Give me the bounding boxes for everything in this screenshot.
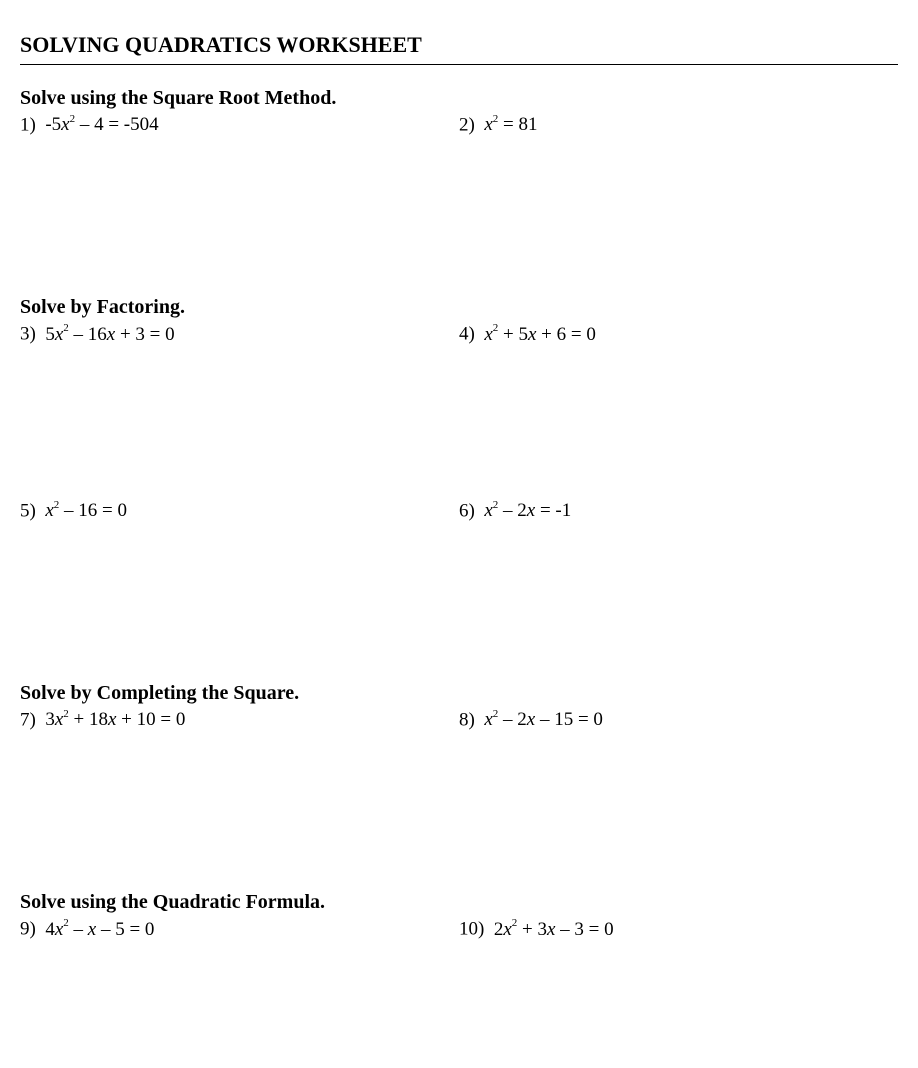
eq-part: – 2 — [498, 500, 527, 521]
eq-var: x — [55, 709, 63, 730]
eq-part: = 81 — [498, 114, 537, 135]
eq-part: + 3 = 0 — [115, 324, 174, 345]
eq-part: – 3 = 0 — [555, 919, 613, 940]
eq-var: x — [527, 500, 535, 521]
section-heading: Solve by Factoring. — [20, 296, 898, 319]
problem-8: 8) x2 – 2x – 15 = 0 — [459, 709, 898, 731]
eq-part: – 15 = 0 — [535, 709, 603, 730]
eq-var: x — [484, 324, 492, 345]
eq-part: + 5 — [498, 324, 528, 345]
eq-exp: 2 — [493, 322, 499, 334]
eq-part: – 5 = 0 — [96, 919, 154, 940]
eq-exp: 2 — [63, 917, 69, 929]
eq-part: + 18 — [69, 709, 108, 730]
eq-var: x — [527, 709, 535, 730]
problem-equation: x2 = 81 — [484, 114, 537, 135]
problem-equation: 2x2 + 3x – 3 = 0 — [494, 919, 614, 940]
problem-row: 1) -5x2 – 4 = -504 2) x2 = 81 — [20, 114, 898, 136]
problem-number: 2) — [459, 114, 484, 135]
eq-exp: 2 — [54, 499, 60, 511]
problem-number: 3) — [20, 324, 45, 345]
problem-equation: -5x2 – 4 = -504 — [45, 114, 158, 135]
eq-part: 4 — [45, 919, 55, 940]
problem-row: 5) x2 – 16 = 0 6) x2 – 2x = -1 — [20, 500, 898, 522]
section-heading: Solve by Completing the Square. — [20, 682, 898, 705]
problem-row: 7) 3x2 + 18x + 10 = 0 8) x2 – 2x – 15 = … — [20, 709, 898, 731]
problem-3: 3) 5x2 – 16x + 3 = 0 — [20, 323, 459, 345]
problem-equation: x2 – 2x – 15 = 0 — [484, 709, 603, 730]
eq-exp: 2 — [70, 113, 76, 125]
eq-exp: 2 — [63, 708, 69, 720]
eq-part: – 4 = -504 — [75, 114, 159, 135]
problem-row: 9) 4x2 – x – 5 = 0 10) 2x2 + 3x – 3 = 0 — [20, 918, 898, 940]
problem-number: 6) — [459, 500, 484, 521]
worksheet-title: SOLVING QUADRATICS WORKSHEET — [20, 32, 898, 65]
problem-equation: x2 – 16 = 0 — [45, 500, 127, 521]
eq-exp: 2 — [512, 917, 518, 929]
eq-var: x — [484, 709, 492, 730]
eq-var: x — [107, 324, 115, 345]
section-quadratic-formula: Solve using the Quadratic Formula. 9) 4x… — [20, 891, 898, 940]
section-factoring: Solve by Factoring. 3) 5x2 – 16x + 3 = 0… — [20, 296, 898, 522]
eq-var: x — [484, 114, 492, 135]
eq-part: 2 — [494, 919, 504, 940]
eq-part: 3 — [45, 709, 55, 730]
problem-number: 4) — [459, 324, 484, 345]
eq-part: = -1 — [535, 500, 571, 521]
problem-5: 5) x2 – 16 = 0 — [20, 500, 459, 522]
section-heading: Solve using the Quadratic Formula. — [20, 891, 898, 914]
eq-var: x — [55, 919, 63, 940]
eq-part: 5 — [45, 324, 55, 345]
eq-var: x — [503, 919, 511, 940]
problem-1: 1) -5x2 – 4 = -504 — [20, 114, 459, 136]
problem-6: 6) x2 – 2x = -1 — [459, 500, 898, 522]
section-square-root: Solve using the Square Root Method. 1) -… — [20, 87, 898, 136]
section-heading: Solve using the Square Root Method. — [20, 87, 898, 110]
eq-var: x — [61, 114, 69, 135]
workspace-gap — [20, 350, 898, 500]
problem-2: 2) x2 = 81 — [459, 114, 898, 136]
eq-part: – 2 — [498, 709, 527, 730]
eq-part: – — [69, 919, 88, 940]
problem-row: 3) 5x2 – 16x + 3 = 0 4) x2 + 5x + 6 = 0 — [20, 323, 898, 345]
eq-exp: 2 — [493, 113, 499, 125]
problem-number: 9) — [20, 919, 45, 940]
eq-exp: 2 — [493, 708, 499, 720]
eq-var: x — [55, 324, 63, 345]
eq-part: + 6 = 0 — [536, 324, 595, 345]
eq-part: -5 — [45, 114, 61, 135]
problem-4: 4) x2 + 5x + 6 = 0 — [459, 323, 898, 345]
problem-equation: 5x2 – 16x + 3 = 0 — [45, 324, 174, 345]
problem-number: 8) — [459, 709, 484, 730]
eq-var: x — [484, 500, 492, 521]
problem-number: 10) — [459, 919, 494, 940]
eq-part: – 16 — [69, 324, 107, 345]
eq-var: x — [88, 919, 96, 940]
eq-part: + 3 — [517, 919, 547, 940]
eq-part: – 16 = 0 — [59, 500, 127, 521]
eq-var: x — [45, 500, 53, 521]
problem-equation: 3x2 + 18x + 10 = 0 — [45, 709, 185, 730]
problem-9: 9) 4x2 – x – 5 = 0 — [20, 918, 459, 940]
problem-7: 7) 3x2 + 18x + 10 = 0 — [20, 709, 459, 731]
problem-equation: x2 – 2x = -1 — [484, 500, 571, 521]
eq-exp: 2 — [493, 499, 499, 511]
section-completing-square: Solve by Completing the Square. 7) 3x2 +… — [20, 682, 898, 731]
problem-number: 7) — [20, 709, 45, 730]
problem-equation: x2 + 5x + 6 = 0 — [484, 324, 596, 345]
problem-equation: 4x2 – x – 5 = 0 — [45, 919, 154, 940]
eq-exp: 2 — [63, 322, 69, 334]
eq-part: + 10 = 0 — [116, 709, 185, 730]
problem-number: 1) — [20, 114, 45, 135]
problem-number: 5) — [20, 500, 45, 521]
problem-10: 10) 2x2 + 3x – 3 = 0 — [459, 918, 898, 940]
